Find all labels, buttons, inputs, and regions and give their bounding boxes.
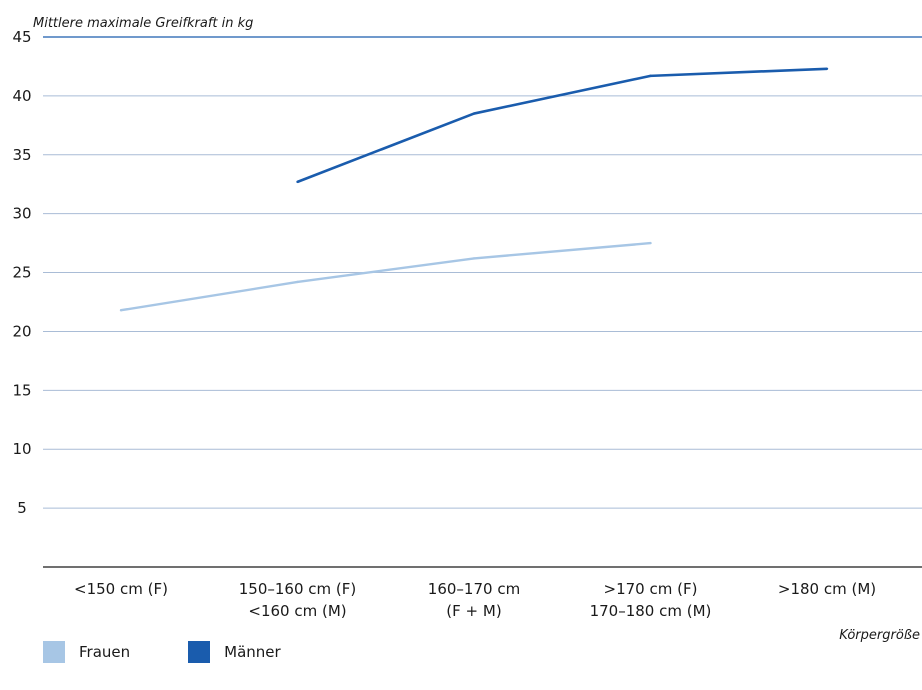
- series-Frauen: [119, 241, 652, 312]
- legend-swatch-maenner: [188, 641, 211, 663]
- x-tick-label-3-0: >170 cm (F): [604, 580, 698, 598]
- legend-label-frauen: Frauen: [79, 643, 131, 661]
- line-Männer: [297, 67, 828, 184]
- point-Frauen-0: [119, 309, 123, 312]
- legend: Frauen Männer: [43, 641, 281, 663]
- y-tick-label-20: 20: [12, 322, 31, 340]
- y-tick-label-15: 15: [12, 381, 31, 399]
- y-tick-label-10: 10: [12, 440, 31, 458]
- point-Männer-3: [649, 74, 652, 78]
- y-tick-label-35: 35: [12, 146, 31, 164]
- y-tick-label-30: 30: [12, 205, 31, 223]
- point-Frauen-2: [472, 257, 476, 260]
- y-axis-ticks: 5 10 15 20 25 30 35 40 45: [12, 28, 31, 517]
- x-tick-label-2-0: 160–170 cm: [428, 580, 520, 598]
- point-Frauen-3: [649, 241, 652, 245]
- legend-item-maenner: Männer: [188, 641, 281, 663]
- legend-swatch-frauen: [43, 641, 65, 663]
- y-axis-title: Mittlere maximale Greifkraft in kg: [33, 16, 253, 31]
- x-tick-label-3-1: 170–180 cm (M): [590, 602, 712, 620]
- y-tick-label-45: 45: [12, 28, 31, 46]
- point-Männer-2: [472, 112, 476, 115]
- y-tick-label-40: 40: [12, 87, 31, 105]
- x-tick-label-1-1: <160 cm (M): [248, 602, 346, 620]
- series-lines: [119, 67, 829, 312]
- legend-label-maenner: Männer: [224, 643, 281, 661]
- y-tick-label-5: 5: [17, 499, 27, 517]
- x-tick-label-2-1: (F + M): [446, 602, 501, 620]
- point-Männer-4: [825, 67, 829, 71]
- point-Männer-1: [296, 180, 299, 184]
- x-axis-ticks: <150 cm (F) 150–160 cm (F) <160 cm (M) 160–…: [74, 580, 876, 620]
- gridlines: [43, 36, 922, 568]
- x-tick-label-4-0: >180 cm (M): [778, 580, 876, 598]
- series-Männer: [296, 67, 829, 184]
- point-Frauen-1: [296, 280, 299, 284]
- line-Frauen: [120, 241, 651, 312]
- x-tick-label-0-0: <150 cm (F): [74, 580, 168, 598]
- x-tick-label-1-0: 150–160 cm (F): [239, 580, 357, 598]
- x-axis-title: Körpergröße: [839, 628, 920, 643]
- legend-item-frauen: Frauen: [43, 641, 130, 663]
- y-tick-label-25: 25: [12, 264, 31, 282]
